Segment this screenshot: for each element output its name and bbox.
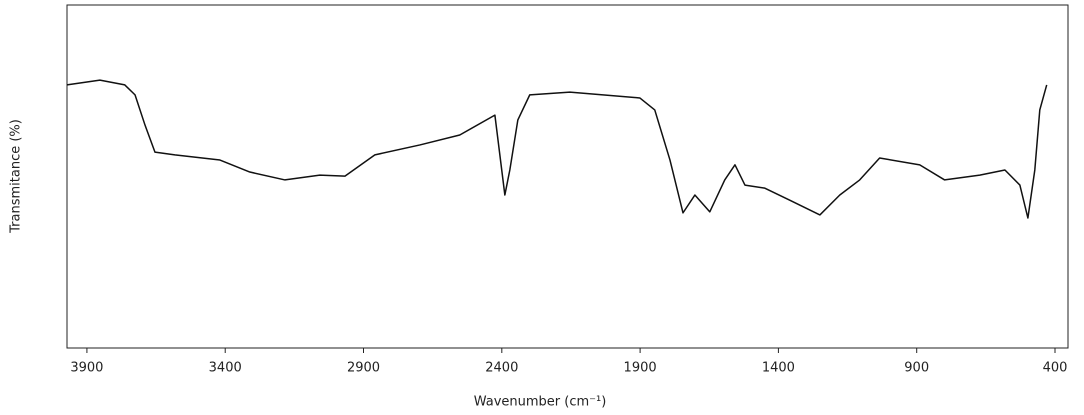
spectrum-line [66,79,1048,219]
x-tick-label: 900 [904,361,929,376]
x-tick-label: 2900 [347,361,380,376]
plot-frame [66,4,1069,349]
y-axis-label: Transmitance (%) [9,119,24,234]
x-tick-label: 1900 [624,361,657,376]
x-tick-label: 1400 [762,361,795,376]
x-tick-label: 3400 [209,361,242,376]
x-tick-label: 2400 [485,361,518,376]
x-tick-label: 400 [1043,361,1068,376]
x-axis-label: Wavenumber (cm⁻¹) [474,395,607,410]
x-tick-label: 3900 [70,361,103,376]
